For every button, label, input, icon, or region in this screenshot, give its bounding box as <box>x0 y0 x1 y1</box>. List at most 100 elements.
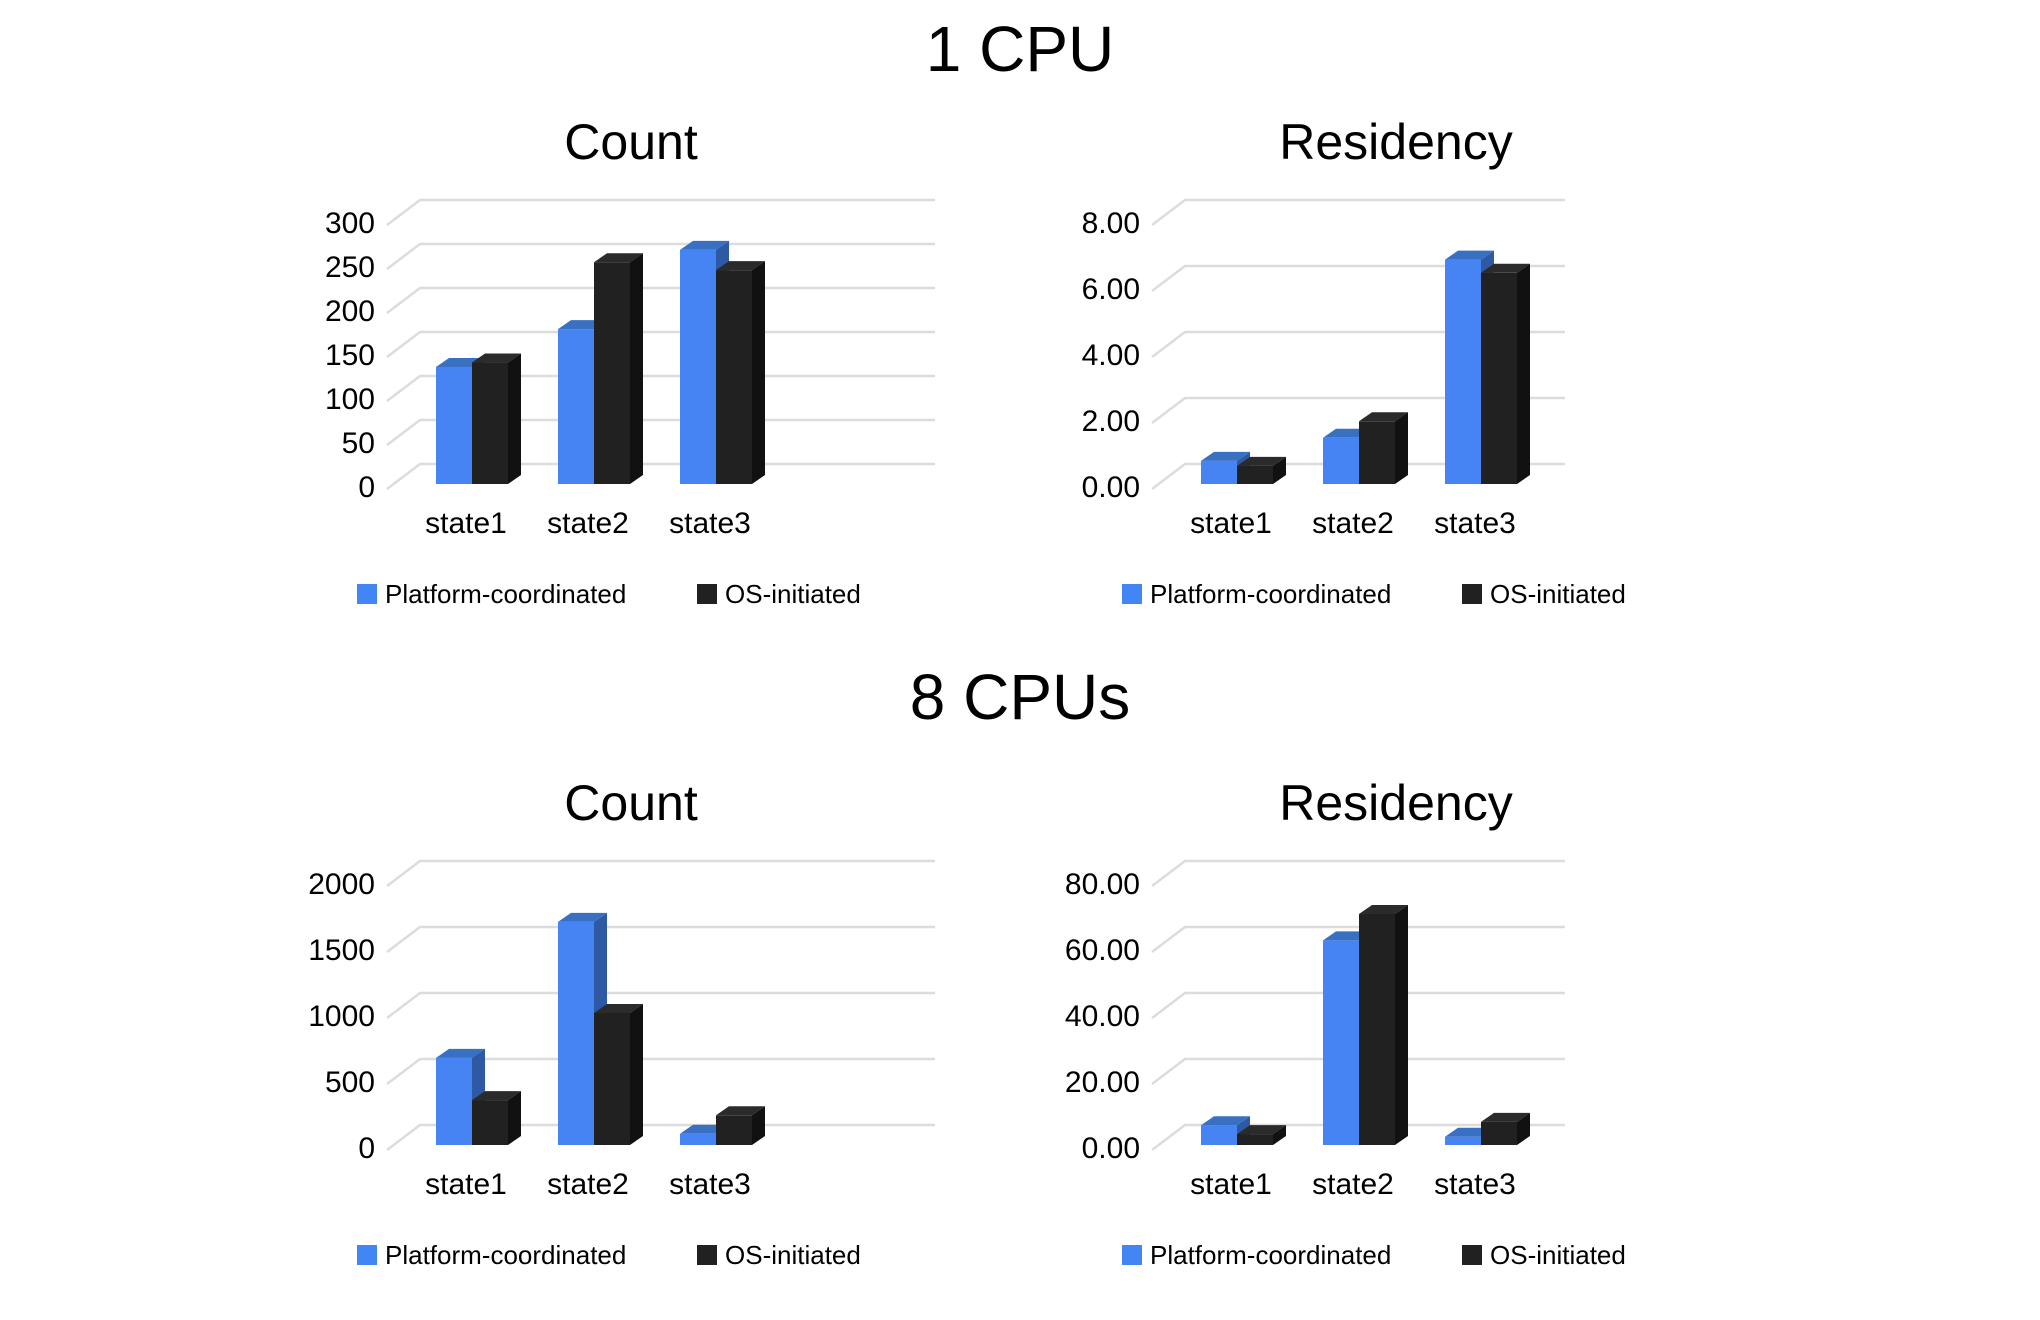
y-axis-label: 250 <box>325 251 375 284</box>
bar-os-initiated-state2 <box>594 1004 643 1145</box>
bar-front-face <box>716 1115 752 1145</box>
gridline <box>1151 991 1565 1019</box>
legend-label-os-initiated: OS-initiated <box>725 579 861 609</box>
y-axis-label: 60.00 <box>1065 934 1140 967</box>
bar-front-face <box>1359 914 1395 1145</box>
gridline <box>386 1057 935 1085</box>
gridline <box>1151 462 1565 490</box>
x-axis-label-state3: state3 <box>669 1168 751 1201</box>
bar-top-face <box>716 261 765 271</box>
bar-top-face <box>1237 456 1286 466</box>
gridlines <box>1151 859 1565 1151</box>
chart-title: Count <box>564 775 698 831</box>
section-title-1-cpu: 1 CPU <box>925 13 1115 85</box>
legend-label-platform-coordinated: Platform-coordinated <box>1150 1240 1391 1270</box>
bar-top-face <box>1359 412 1408 422</box>
bar-os-initiated-state1 <box>1237 456 1286 484</box>
bar-front-face <box>472 362 508 484</box>
bar-front-face <box>1237 1134 1273 1145</box>
bar-os-initiated-state2 <box>594 253 643 484</box>
gridline <box>1151 925 1565 953</box>
legend-label-platform-coordinated: Platform-coordinated <box>385 1240 626 1270</box>
legend-swatch-platform-coordinated <box>357 1245 377 1265</box>
bar-top-face <box>1201 451 1250 461</box>
bars <box>436 240 765 484</box>
bar-top-face <box>680 240 729 250</box>
bar-os-initiated-state1 <box>472 353 521 484</box>
bar-front-face <box>594 262 630 484</box>
bar-front-face <box>594 1013 630 1145</box>
gridlines <box>386 198 935 490</box>
bar-os-initiated-state2 <box>1359 905 1408 1145</box>
gridline <box>386 198 935 226</box>
bar-front-face <box>472 1100 508 1145</box>
x-axis-label-state3: state3 <box>669 507 751 540</box>
y-axis-label: 0 <box>358 471 375 504</box>
chart-1cpu-count: Count 0 50 100 150 200 250 300 state1 state2 state… <box>225 95 985 625</box>
bar-front-face <box>716 270 752 484</box>
gridline <box>1151 264 1565 292</box>
legend-label-os-initiated: OS-initiated <box>725 1240 861 1270</box>
y-axis: 0.00 2.00 4.00 6.00 8.00 <box>1082 207 1140 504</box>
y-axis-label: 80.00 <box>1065 868 1140 901</box>
y-axis-label: 300 <box>325 207 375 240</box>
x-axis: state1 state2 state3 <box>1190 1168 1516 1201</box>
x-axis-label-state2: state2 <box>1312 1168 1394 1201</box>
bar-top-face <box>1481 263 1530 273</box>
bar-front-face <box>436 366 472 484</box>
bar-top-face <box>558 912 607 922</box>
chart-title: Residency <box>1279 775 1512 831</box>
x-axis-label-state1: state1 <box>1190 1168 1272 1201</box>
legend: Platform-coordinated OS-initiated <box>357 1240 861 1270</box>
bars <box>1201 905 1530 1145</box>
bars <box>1201 250 1530 484</box>
bar-top-face <box>594 1004 643 1013</box>
bar-top-face <box>716 1106 765 1116</box>
y-axis-label: 200 <box>325 295 375 328</box>
gridline <box>1151 330 1565 358</box>
gridline <box>1151 859 1565 887</box>
bar-os-initiated-state1 <box>472 1091 521 1145</box>
gridline <box>386 330 935 358</box>
bar-front-face <box>1359 421 1395 484</box>
bar-side-face <box>1395 412 1408 484</box>
gridline <box>386 925 935 953</box>
y-axis-label: 20.00 <box>1065 1066 1140 1099</box>
legend-label-os-initiated: OS-initiated <box>1490 579 1626 609</box>
bar-side-face <box>630 1004 643 1145</box>
bar-os-initiated-state2 <box>1359 412 1408 484</box>
y-axis-label: 0.00 <box>1082 1132 1140 1165</box>
x-axis-label-state2: state2 <box>547 507 629 540</box>
bar-front-face <box>1201 1125 1237 1145</box>
bar-top-face <box>1201 1116 1250 1126</box>
gridline <box>386 859 935 887</box>
y-axis: 0.00 20.00 40.00 60.00 80.00 <box>1065 868 1140 1165</box>
bar-os-initiated-state3 <box>1481 263 1530 484</box>
legend-swatch-os-initiated <box>697 584 717 604</box>
bar-front-face <box>558 329 594 484</box>
gridline <box>1151 1123 1565 1151</box>
bar-side-face <box>1273 456 1286 484</box>
bar-top-face <box>1237 1125 1286 1135</box>
x-axis: state1 state2 state3 <box>425 507 751 540</box>
y-axis-label: 6.00 <box>1082 273 1140 306</box>
bar-front-face <box>1201 460 1237 484</box>
legend-swatch-platform-coordinated <box>1122 1245 1142 1265</box>
bar-side-face <box>752 1106 765 1145</box>
bar-front-face <box>1481 1121 1517 1145</box>
bar-front-face <box>1323 940 1359 1145</box>
bar-side-face <box>630 253 643 484</box>
gridline <box>1151 396 1565 424</box>
bar-front-face <box>1323 437 1359 484</box>
gridline <box>1151 198 1565 226</box>
legend-swatch-os-initiated <box>1462 584 1482 604</box>
bar-top-face <box>1481 1112 1530 1122</box>
legend: Platform-coordinated OS-initiated <box>357 579 861 609</box>
section-title-8-cpus: 8 CPUs <box>909 661 1131 733</box>
y-axis-label: 150 <box>325 339 375 372</box>
x-axis: state1 state2 state3 <box>1190 507 1516 540</box>
bar-side-face <box>752 261 765 484</box>
legend: Platform-coordinated OS-initiated <box>1122 1240 1626 1270</box>
bar-front-face <box>680 1133 716 1145</box>
